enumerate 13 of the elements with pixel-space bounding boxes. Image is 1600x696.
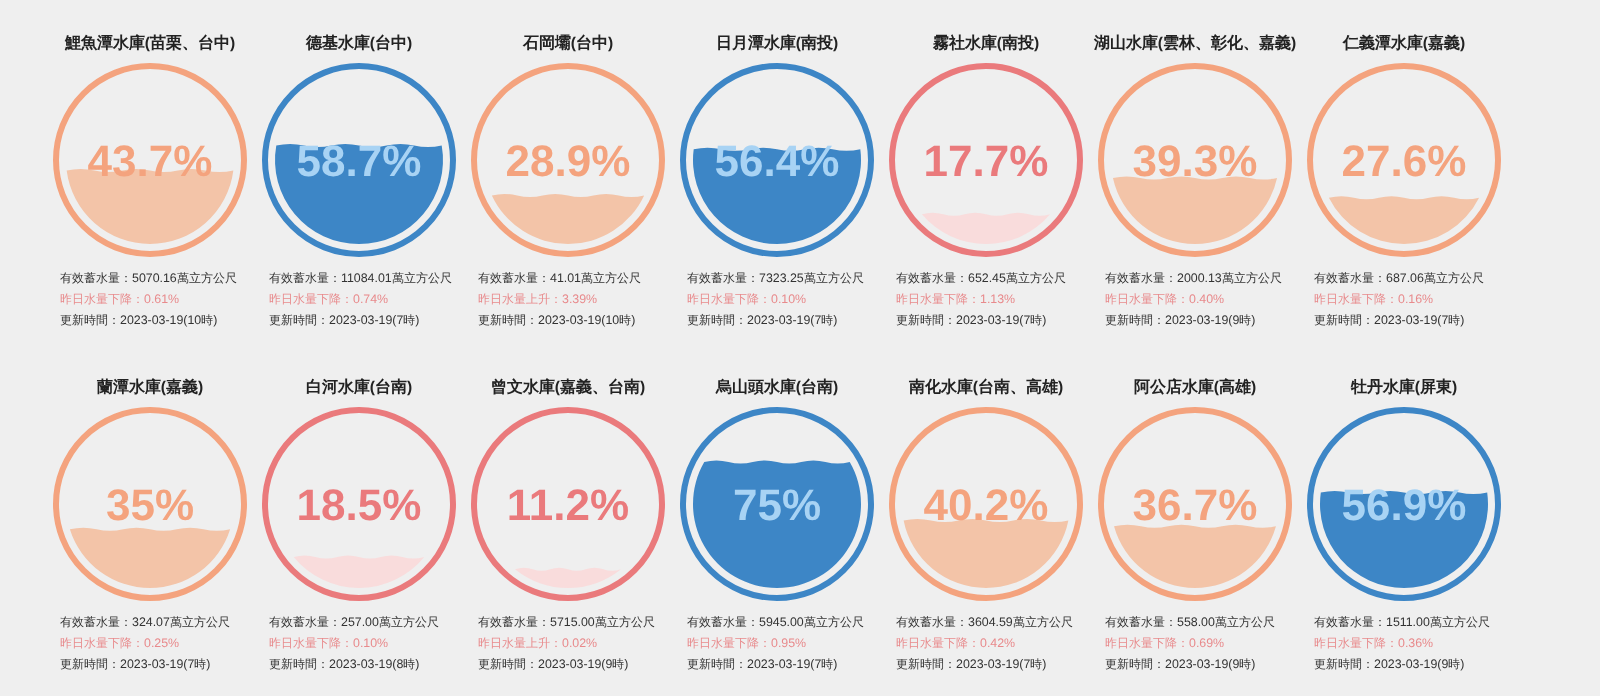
value-label: 56.4% <box>714 136 840 186</box>
value-label: 35% <box>105 480 195 530</box>
value-label: 75% <box>732 480 822 530</box>
value-label: 39.3% <box>1132 136 1258 186</box>
value-label: 27.6% <box>1341 136 1467 186</box>
value-label: 18.5% <box>296 480 422 530</box>
value-label: 58.7% <box>296 136 422 186</box>
value-label: 11.2% <box>506 480 630 530</box>
value-label: 28.9% <box>505 136 631 186</box>
value-label: 40.2% <box>923 480 1049 530</box>
value-label: 36.7% <box>1132 480 1258 530</box>
value-label: 17.7% <box>923 136 1049 186</box>
value-label: 56.9% <box>1341 480 1467 530</box>
